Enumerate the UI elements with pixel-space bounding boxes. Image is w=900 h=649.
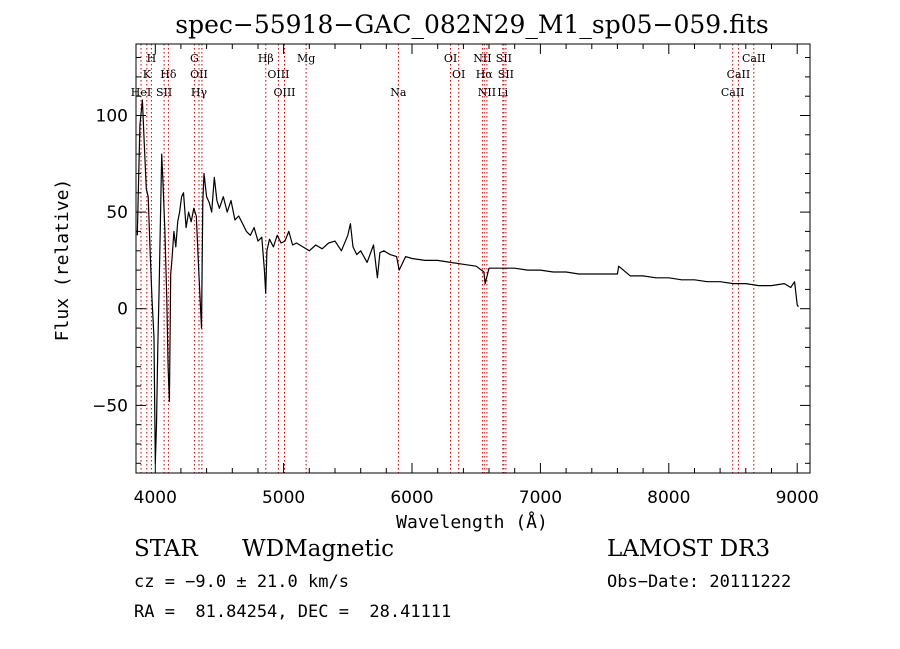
y-tick-label: −50: [92, 396, 128, 416]
x-axis: 4000 5000 6000 7000 8000 9000: [134, 44, 819, 508]
y-axis-label: Flux (relative): [52, 179, 73, 342]
redshift-cz: cz = −9.0 ± 21.0 km/s: [134, 572, 349, 592]
spectral-line-label: SII: [156, 86, 172, 99]
x-tick-label: 5000: [262, 488, 305, 508]
spectral-line-label: SII: [496, 52, 512, 65]
x-tick-label: 7000: [519, 488, 562, 508]
spectral-line-label: NII: [473, 52, 491, 65]
spectral-line-label: HeI: [131, 86, 151, 99]
chart-title: spec−55918−GAC_082N29_M1_sp05−059.fits: [175, 10, 768, 39]
spectral-line-label: OIII: [273, 86, 295, 99]
survey-name: LAMOST DR3: [607, 536, 771, 562]
spectral-line-label: K: [143, 68, 152, 81]
spectral-line-label: CaII: [727, 68, 751, 81]
spectral-line-label: Li: [497, 86, 508, 99]
x-tick-label: 4000: [134, 488, 177, 508]
spectral-line-label: Na: [390, 86, 407, 99]
spectral-line-label: Hδ: [160, 68, 177, 81]
x-tick-label: 9000: [776, 488, 819, 508]
spectral-line-label: Hα: [476, 68, 494, 81]
spectral-line-label: OIII: [267, 68, 289, 81]
y-axis: −50 0 50 100: [92, 57, 810, 464]
spectrum-series-line: [136, 99, 799, 464]
spectral-line-label: OI: [444, 52, 457, 65]
object-class: STAR: [134, 536, 198, 562]
ra-dec-coordinates: RA = 81.84254, DEC = 28.41111: [134, 602, 452, 622]
spectral-line-label: OII: [190, 68, 208, 81]
plot-frame: [135, 43, 811, 474]
y-tick-label: 0: [117, 300, 128, 320]
spectral-line-label: G: [190, 52, 199, 65]
x-tick-label: 8000: [647, 488, 690, 508]
observation-date: Obs−Date: 20111222: [607, 572, 792, 592]
spectral-line-label: OI: [452, 68, 465, 81]
x-tick-label: 6000: [390, 488, 433, 508]
spectral-line-label: CaII: [721, 86, 745, 99]
spectral-line-label: SII: [498, 68, 514, 81]
spectral-line-label: NII: [478, 86, 496, 99]
x-axis-label: Wavelength (Å): [396, 511, 548, 533]
spectral-line-label: Hβ: [258, 52, 274, 65]
spectral-line-markers: [140, 44, 755, 473]
object-subclass: WDMagnetic: [242, 536, 394, 562]
spectral-line-label: Mg: [297, 52, 315, 65]
y-tick-label: 50: [106, 203, 128, 223]
spectral-line-label: CaII: [742, 52, 766, 65]
spectral-line-label: H: [147, 52, 157, 65]
y-tick-label: 100: [96, 107, 128, 127]
spectral-line-label: Hγ: [191, 86, 208, 99]
